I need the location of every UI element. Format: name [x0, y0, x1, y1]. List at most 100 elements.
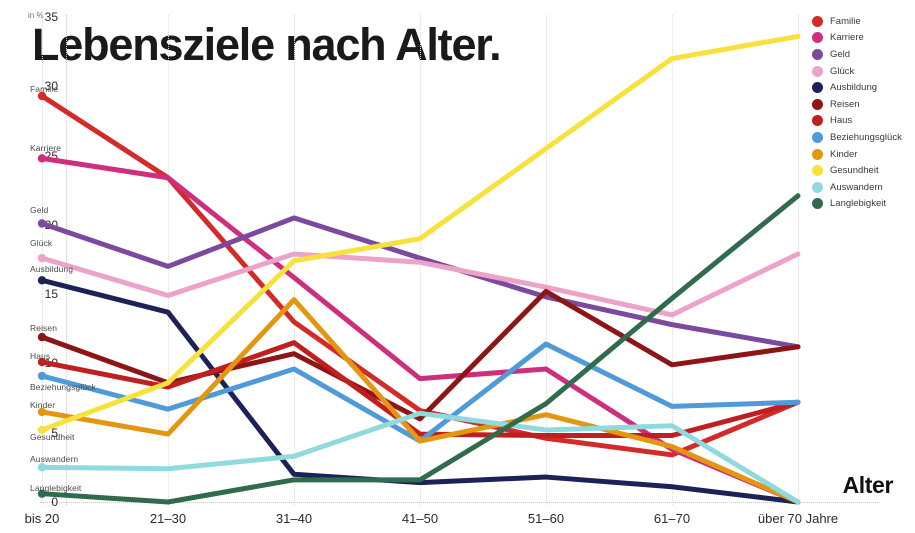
legend-item-geld[interactable]: Geld	[812, 46, 915, 63]
legend-swatch-icon	[812, 32, 823, 44]
series-ausbildung[interactable]	[37, 276, 801, 505]
series-start-marker	[37, 332, 47, 342]
legend-item-label: Reisen	[830, 98, 860, 110]
legend-item-label: Haus	[830, 115, 853, 127]
series-beziehungsgl-ck[interactable]	[37, 341, 801, 444]
inline-series-label: Langlebigkeit	[30, 483, 82, 493]
legend-swatch-icon	[812, 165, 823, 177]
x-gridline	[672, 15, 674, 505]
y-axis-tick-label: 30	[44, 79, 58, 94]
x-gridline	[798, 15, 800, 505]
inline-series-label: Glück	[30, 238, 53, 248]
series-start-marker	[37, 357, 47, 367]
series-start-marker	[37, 463, 47, 472]
inline-series-label: Geld	[30, 205, 49, 215]
legend-item-label: Glück	[830, 65, 855, 77]
series-familie[interactable]	[37, 91, 801, 458]
legend-item-label: Karriere	[830, 32, 864, 44]
x-gridline	[168, 15, 170, 505]
legend-item-langlebigkeit[interactable]: Langlebigkeit	[812, 196, 915, 213]
x-axis-tick-label[interactable]: bis 20	[24, 511, 60, 526]
legend-item-label: Geld	[830, 48, 851, 60]
inline-series-label: Auswandern	[30, 454, 79, 464]
x-axis-tick-label[interactable]: 61–70	[653, 511, 691, 526]
legend-item-familie[interactable]: Familie	[812, 13, 915, 30]
series-start-marker	[37, 219, 47, 228]
legend-item-reisen[interactable]: Reisen	[812, 96, 915, 113]
y-axis-tick-label: 35	[44, 10, 58, 24]
series-langlebigkeit[interactable]	[37, 193, 801, 505]
inline-series-label: Reisen	[30, 323, 58, 333]
inline-series-label: Karriere	[30, 143, 62, 153]
x-axis-tick-label[interactable]: 21–30	[149, 511, 187, 526]
series-line	[39, 340, 801, 438]
legend-item-label: Beziehungsglück	[830, 131, 902, 143]
legend-item-label: Auswandern	[830, 181, 883, 193]
series-line	[39, 193, 801, 505]
legend-swatch-icon	[812, 98, 823, 110]
series-gl-ck[interactable]	[37, 251, 801, 318]
legend-item-label: Kinder	[830, 148, 858, 160]
y-axis-unit-label: in %	[28, 11, 44, 20]
legend-item-auswandern[interactable]: Auswandern	[812, 179, 915, 196]
series-start-marker	[37, 276, 47, 285]
series-line	[39, 93, 801, 458]
legend-swatch-icon	[812, 48, 823, 60]
legend-swatch-icon	[812, 181, 823, 193]
x-axis-tick-label[interactable]: 41–50	[401, 511, 439, 526]
series-geld[interactable]	[37, 215, 801, 350]
legend-item-gl-ck[interactable]: Glück	[812, 63, 915, 80]
series-line	[39, 297, 801, 505]
legend-item-beziehungsgl-ck[interactable]: Beziehungsglück	[812, 129, 915, 146]
series-karriere[interactable]	[37, 154, 801, 505]
y-axis-tick-label: 0	[51, 495, 58, 509]
legend-swatch-icon	[812, 15, 823, 27]
inline-series-label: Kinder	[30, 400, 56, 410]
x-axis-tick-label[interactable]: 51–60	[527, 511, 565, 526]
legend-item-label: Familie	[830, 15, 861, 27]
series-kinder[interactable]	[37, 297, 801, 505]
series-gesundheit[interactable]	[37, 33, 801, 435]
y-axis-tick-label: 15	[44, 287, 58, 302]
legend-item-gesundheit[interactable]: Gesundheit	[812, 162, 915, 179]
x-gridline	[546, 15, 548, 505]
legend-item-label: Ausbildung	[830, 82, 878, 94]
x-axis-line	[40, 502, 880, 504]
legend-swatch-icon	[812, 115, 823, 127]
series-start-marker	[37, 154, 47, 163]
inline-series-label: Familie	[30, 84, 59, 94]
inline-series-label: Gesundheit	[30, 432, 75, 442]
legend-item-haus[interactable]: Haus	[812, 113, 915, 130]
series-auswandern[interactable]	[37, 410, 801, 505]
x-axis-tick-label[interactable]: über 70 Jahre	[757, 511, 839, 526]
series-line	[39, 277, 801, 505]
x-axis-tick-label[interactable]: 31–40	[275, 511, 313, 526]
chart-legend: Familie Karriere Geld Glück Ausbildung Reisen…	[812, 13, 915, 212]
series-start-marker	[37, 371, 47, 381]
series-start-marker	[37, 253, 47, 263]
legend-item-label: Langlebigkeit	[830, 198, 886, 210]
series-line	[39, 341, 801, 444]
series-line	[39, 33, 801, 433]
series-haus[interactable]	[37, 340, 801, 438]
series-line	[39, 155, 801, 505]
legend-item-karriere[interactable]: Karriere	[812, 30, 915, 47]
series-line	[39, 251, 801, 318]
series-start-marker	[37, 489, 47, 498]
y-axis-tick-label: 5	[51, 425, 58, 440]
legend-item-ausbildung[interactable]: Ausbildung	[812, 79, 915, 96]
legend-swatch-icon	[812, 82, 823, 94]
series-start-marker	[37, 91, 47, 101]
inline-series-label: Beziehungsglück	[30, 382, 96, 392]
y-axis-line	[66, 15, 68, 505]
legend-item-kinder[interactable]: Kinder	[812, 146, 915, 163]
legend-swatch-icon	[812, 131, 823, 143]
legend-swatch-icon	[812, 148, 823, 160]
inline-series-label: Ausbildung	[30, 264, 74, 274]
series-line	[39, 215, 801, 350]
x-axis-title: Alter	[842, 472, 894, 498]
inline-series-label: Haus	[30, 351, 51, 361]
legend-swatch-icon	[812, 198, 823, 210]
